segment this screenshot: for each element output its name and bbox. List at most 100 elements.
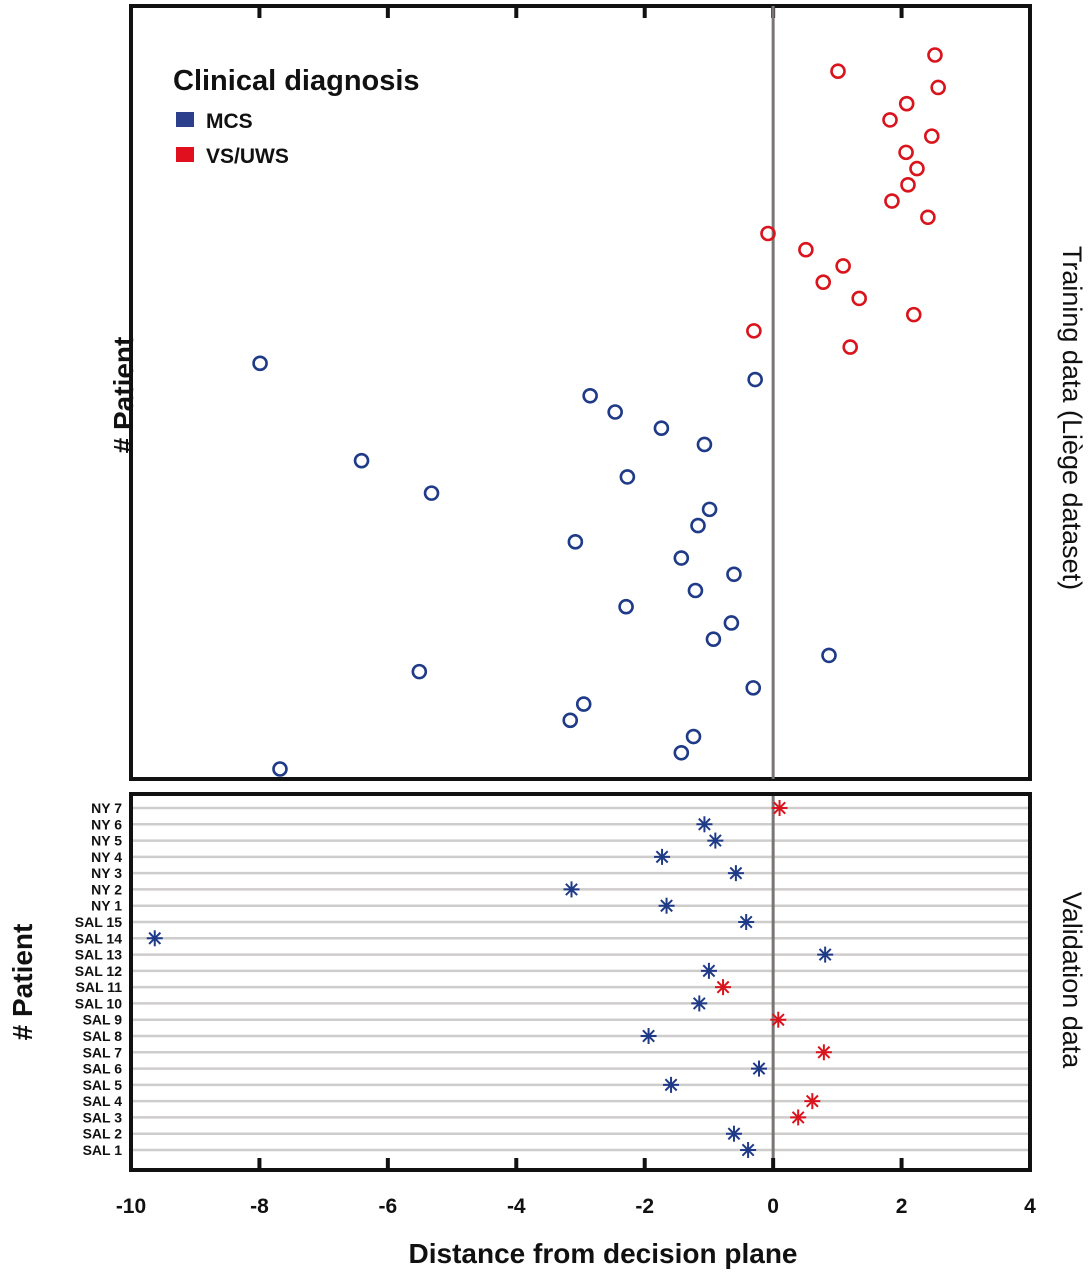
training-point-mcs (687, 582, 704, 599)
training-point-vs-uws (905, 306, 922, 323)
validation-point-mcs (696, 816, 713, 833)
validation-point-vs-uws (770, 1011, 787, 1028)
training-point-mcs (575, 696, 592, 712)
validation-row-label: NY 2 (91, 881, 122, 897)
training-point-vs-uws (798, 241, 814, 258)
x-tick-label: -2 (635, 1195, 654, 1218)
x-tick-label: -8 (250, 1195, 269, 1218)
training-point-vs-uws (920, 209, 936, 226)
validation-row-label: NY 3 (91, 865, 122, 881)
legend-swatch-mcs (176, 112, 194, 127)
validation-point-mcs (738, 914, 755, 930)
training-point-mcs (745, 680, 762, 696)
validation-row-label: SAL 11 (76, 979, 123, 995)
x-tick-label: -10 (116, 1195, 146, 1218)
validation-row-label: SAL 13 (75, 947, 122, 963)
validation-point-mcs (725, 1125, 742, 1142)
validation-row-label: SAL 10 (75, 995, 122, 1011)
training-points (252, 47, 946, 777)
validation-point-vs-uws (771, 800, 788, 816)
training-side-label: Training data (Liège dataset) (1057, 246, 1087, 590)
training-point-vs-uws (930, 79, 946, 96)
training-point-vs-uws (835, 258, 851, 274)
training-point-mcs (272, 761, 288, 777)
validation-row-label: SAL 9 (83, 1012, 123, 1028)
training-point-vs-uws (909, 160, 925, 177)
training-point-mcs (690, 517, 706, 534)
x-axis-title: Distance from decision plane (409, 1238, 798, 1269)
training-point-mcs (619, 469, 636, 485)
validation-point-mcs (654, 848, 671, 865)
training-point-mcs (607, 404, 623, 420)
validation-point-mcs (663, 1076, 680, 1093)
x-tick-label: 4 (1024, 1195, 1036, 1218)
training-point-vs-uws (898, 144, 914, 161)
validation-ylabel: # Patient (7, 924, 38, 1041)
training-point-mcs (747, 371, 763, 388)
training-point-mcs (726, 566, 742, 583)
training-point-mcs (696, 436, 713, 453)
training-point-vs-uws (830, 63, 846, 80)
legend-label-mcs: MCS (206, 110, 253, 133)
validation-point-vs-uws (790, 1109, 807, 1126)
training-point-mcs (411, 663, 428, 680)
training-ylabel: # Patient (108, 337, 139, 454)
validation-row-label: SAL 4 (83, 1093, 123, 1109)
validation-gridlines (131, 806, 1030, 1152)
training-point-vs-uws (884, 193, 900, 209)
training-panel-frame (129, 4, 1032, 781)
training-point-vs-uws (842, 339, 859, 355)
x-tick-label: 0 (767, 1195, 779, 1218)
validation-point-vs-uws (715, 979, 732, 996)
validation-point-mcs (817, 946, 834, 963)
validation-row-label: SAL 8 (83, 1028, 123, 1044)
training-point-mcs (705, 631, 722, 647)
training-point-vs-uws (898, 95, 915, 112)
validation-row-label: NY 4 (91, 849, 122, 865)
validation-row-label: SAL 6 (83, 1061, 123, 1077)
training-point-mcs (423, 485, 440, 501)
training-point-vs-uws (927, 47, 943, 63)
training-point-mcs (653, 420, 670, 437)
validation-row-label: SAL 7 (83, 1044, 123, 1060)
validation-row-label: SAL 15 (75, 914, 122, 930)
training-point-mcs (701, 501, 718, 518)
legend-swatch-vs-uws (176, 147, 194, 162)
training-point-mcs (582, 387, 598, 404)
validation-point-mcs (146, 930, 163, 947)
training-point-vs-uws (882, 112, 898, 128)
validation-point-mcs (658, 897, 675, 914)
validation-point-mcs (727, 865, 744, 882)
validation-point-vs-uws (804, 1093, 821, 1110)
training-point-mcs (562, 712, 579, 729)
training-point-mcs (685, 728, 702, 745)
validation-row-label: SAL 14 (75, 930, 122, 946)
x-tick-label: 2 (896, 1195, 908, 1218)
training-point-vs-uws (815, 274, 832, 290)
training-point-mcs (821, 647, 837, 664)
training-point-mcs (353, 452, 370, 469)
validation-row-label: SAL 1 (83, 1142, 123, 1158)
legend: Clinical diagnosis MCS VS/UWS (173, 65, 420, 168)
training-point-vs-uws (760, 225, 776, 242)
validation-row-label: SAL 5 (83, 1077, 123, 1093)
validation-point-mcs (707, 832, 724, 849)
training-point-mcs (723, 615, 740, 631)
validation-row-label: NY 5 (91, 833, 122, 849)
training-point-mcs (673, 550, 690, 566)
x-tick-label: -4 (507, 1195, 526, 1218)
validation-row-label: SAL 12 (75, 963, 122, 979)
training-point-mcs (673, 744, 690, 761)
validation-point-mcs (751, 1060, 768, 1077)
validation-row-label: NY 7 (91, 800, 122, 816)
training-point-mcs (252, 355, 268, 372)
validation-row-label: SAL 3 (83, 1109, 123, 1125)
training-panel (129, 4, 1032, 781)
validation-row-label: NY 6 (91, 816, 122, 832)
training-point-mcs (618, 598, 634, 615)
validation-row-label: NY 1 (91, 898, 122, 914)
validation-points (146, 800, 834, 1158)
